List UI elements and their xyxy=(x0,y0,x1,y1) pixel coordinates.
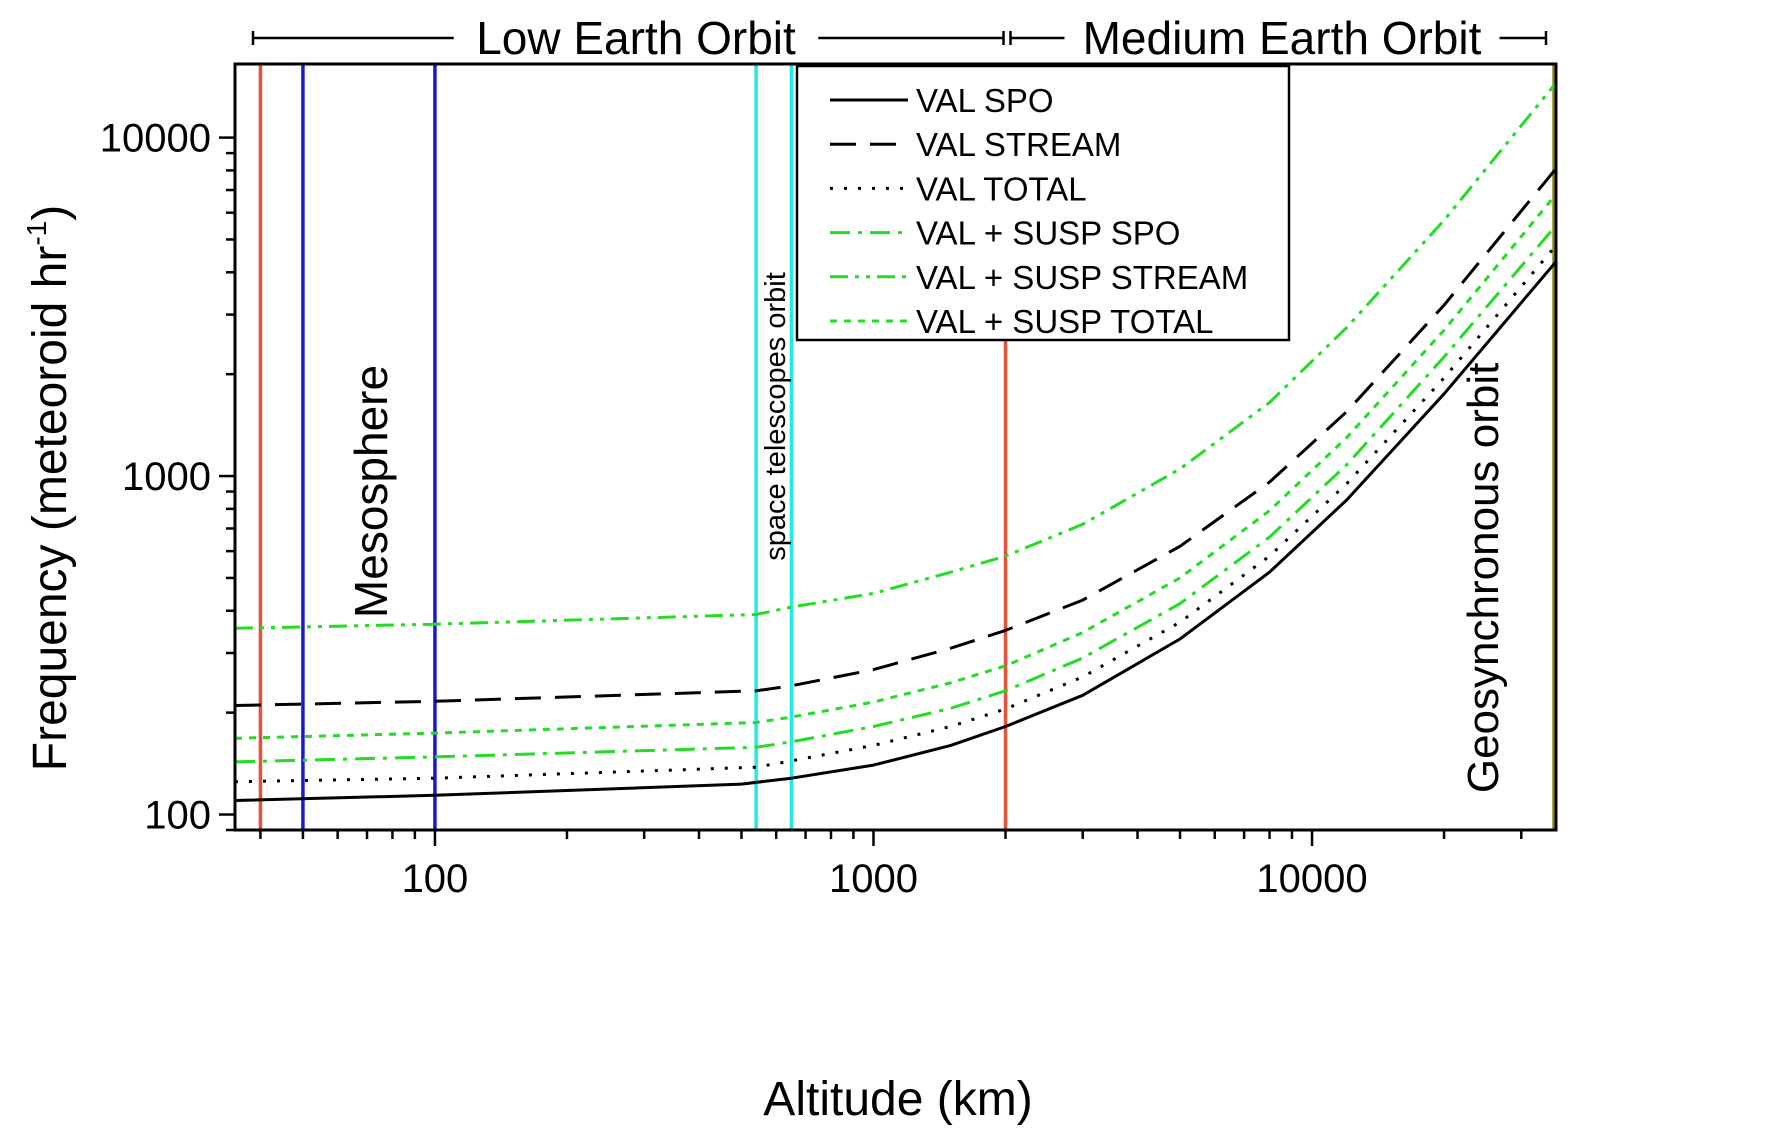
tick-labels: 100 1000 10000 100 1000 10000 xyxy=(100,117,1368,901)
legend-label-0: VAL SPO xyxy=(916,82,1054,119)
annotations: Mesosphere space telescopes orbit Geosynch… xyxy=(345,272,1508,793)
series-lines xyxy=(234,82,1558,802)
series-line-2 xyxy=(234,244,1558,784)
y-tick-label-2: 10000 xyxy=(100,117,211,161)
annotation-0: Mesosphere xyxy=(345,365,397,618)
x-tick-label-0: 100 xyxy=(402,857,469,901)
orbit-band-label-1: Medium Earth Orbit xyxy=(1083,12,1482,64)
legend-label-2: VAL TOTAL xyxy=(916,170,1087,207)
orbit-bands: Low Earth Orbit Medium Earth Orbit xyxy=(251,12,1548,64)
y-axis-label-main: Frequency (meteoroid hr xyxy=(24,246,77,772)
y-axis-label: Frequency (meteoroid hr-1) xyxy=(21,205,77,771)
legend-label-1: VAL STREAM xyxy=(916,126,1121,163)
legend-label-3: VAL + SUSP SPO xyxy=(916,215,1180,252)
legend-label-5: VAL + SUSP TOTAL xyxy=(916,303,1213,340)
orbit-band-label-0: Low Earth Orbit xyxy=(476,12,796,64)
annotation-2: Geosynchronous orbit xyxy=(1459,363,1508,793)
x-axis-label: Altitude (km) xyxy=(763,1073,1032,1126)
y-tick-label-0: 100 xyxy=(144,794,211,838)
plot-frame xyxy=(233,62,1558,832)
y-tick-label-1: 1000 xyxy=(122,455,211,499)
y-axis-label-sup: -1 xyxy=(21,221,52,246)
x-tick-label-2: 10000 xyxy=(1256,857,1367,901)
x-tick-label-1: 1000 xyxy=(829,857,918,901)
axis-ticks xyxy=(219,136,1523,846)
y-axis-label-end: ) xyxy=(24,205,77,221)
legend-box xyxy=(795,64,1291,342)
series-line-3 xyxy=(234,224,1558,764)
series-line-4 xyxy=(234,82,1558,630)
annotation-1: space telescopes orbit xyxy=(760,272,792,561)
legend-label-4: VAL + SUSP STREAM xyxy=(916,259,1248,296)
series-line-1 xyxy=(234,167,1558,707)
series-line-5 xyxy=(234,193,1558,740)
legend: VAL SPO VAL STREAM VAL TOTAL VAL + SUSP SPO… xyxy=(795,64,1291,342)
series-line-0 xyxy=(234,260,1558,802)
